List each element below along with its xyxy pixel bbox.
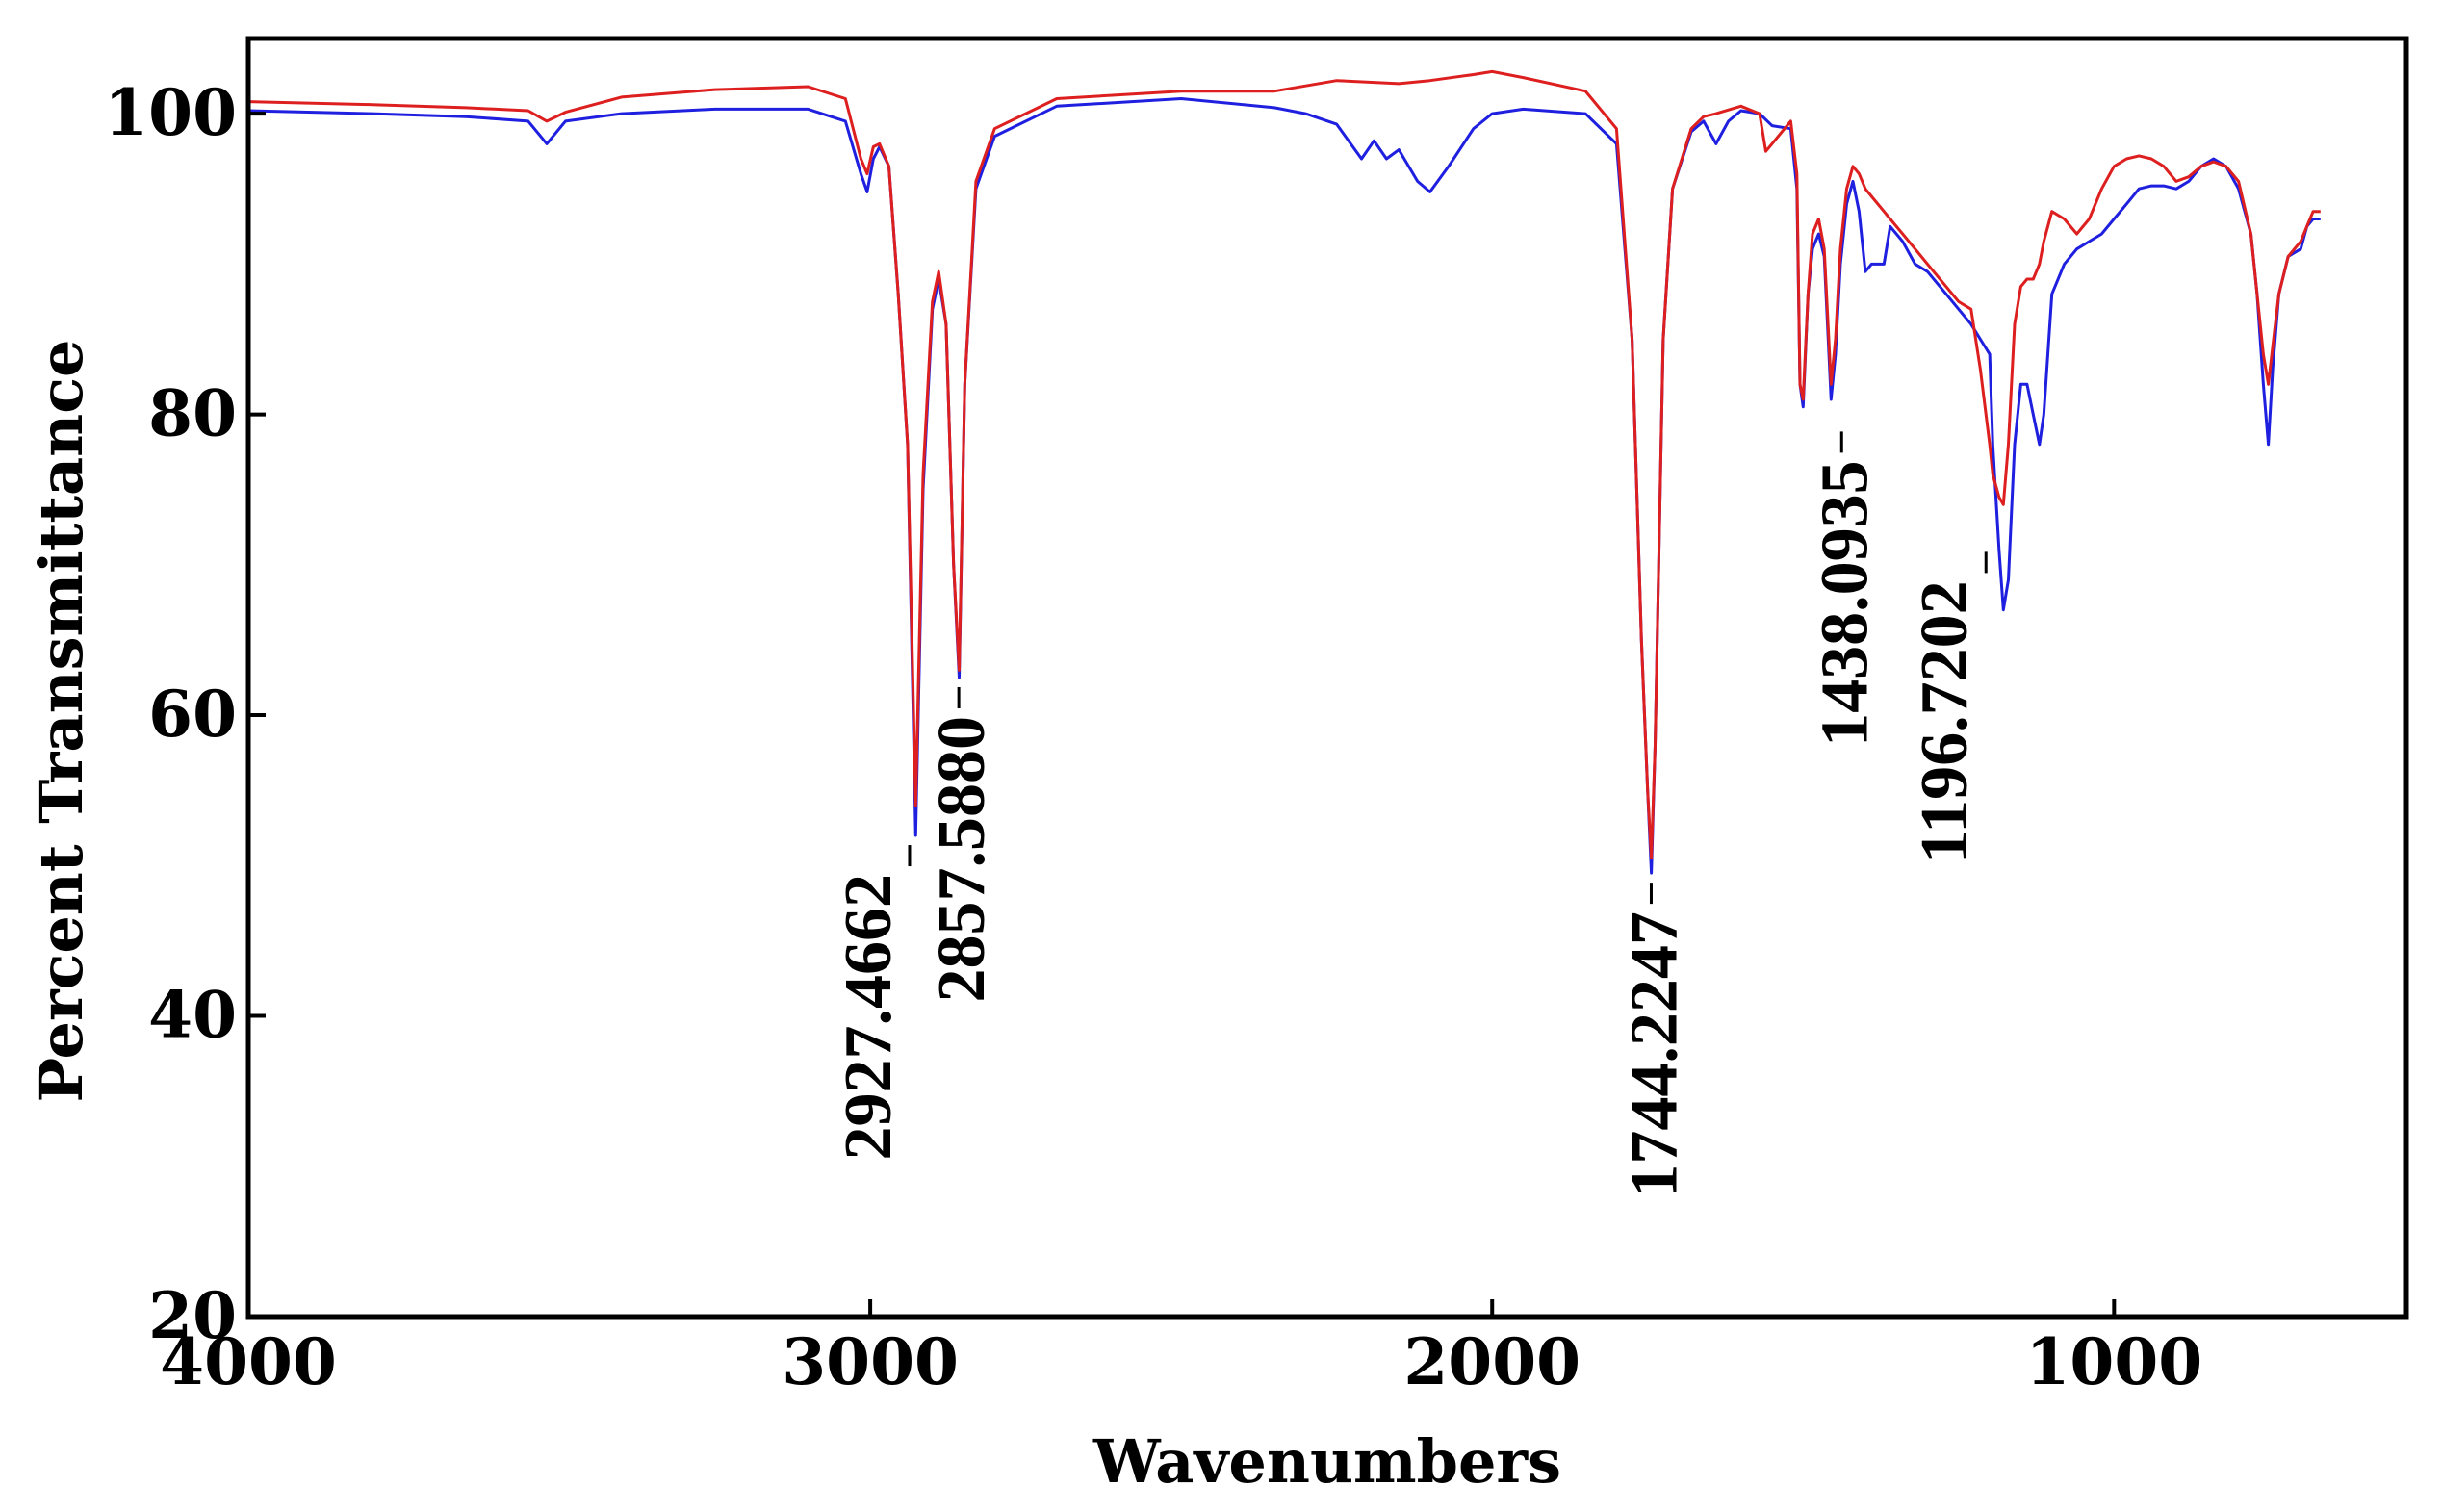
y-axis: 100 80 60 40 20 (104, 75, 266, 1353)
series-line-red (247, 69, 2321, 859)
x-axis: 4000 3000 2000 1000 (160, 1299, 2202, 1399)
y-tick-label: 100 (104, 75, 237, 150)
x-tick-label: 4000 (160, 1324, 337, 1399)
peak-label: 1196.7202 (1908, 580, 1982, 863)
peak-label: 2857.5880 (925, 716, 999, 1002)
y-tick-label: 60 (148, 677, 237, 752)
x-tick-label: 1000 (2025, 1324, 2202, 1399)
series-layer (247, 69, 2321, 875)
x-tick-label: 2000 (1403, 1324, 1581, 1399)
x-tick-label: 3000 (782, 1324, 959, 1399)
x-axis-title: Wavenumbers (1092, 1426, 1561, 1497)
plot-frame (245, 36, 2409, 1320)
peak-label: 2927.4662 (832, 874, 906, 1161)
peak-label: 1438.0935 (1808, 460, 1882, 747)
peak-label: 1744.2247 (1617, 911, 1691, 1198)
y-tick-label: 80 (148, 376, 237, 451)
annotation-layer: 2927.4662 2857.5880 1744.2247 1438.0935 1196… (832, 431, 1988, 1198)
y-axis-title: Percent Transmittance (26, 340, 96, 1103)
y-tick-label: 40 (148, 978, 237, 1053)
y-tick-label: 20 (148, 1278, 237, 1353)
